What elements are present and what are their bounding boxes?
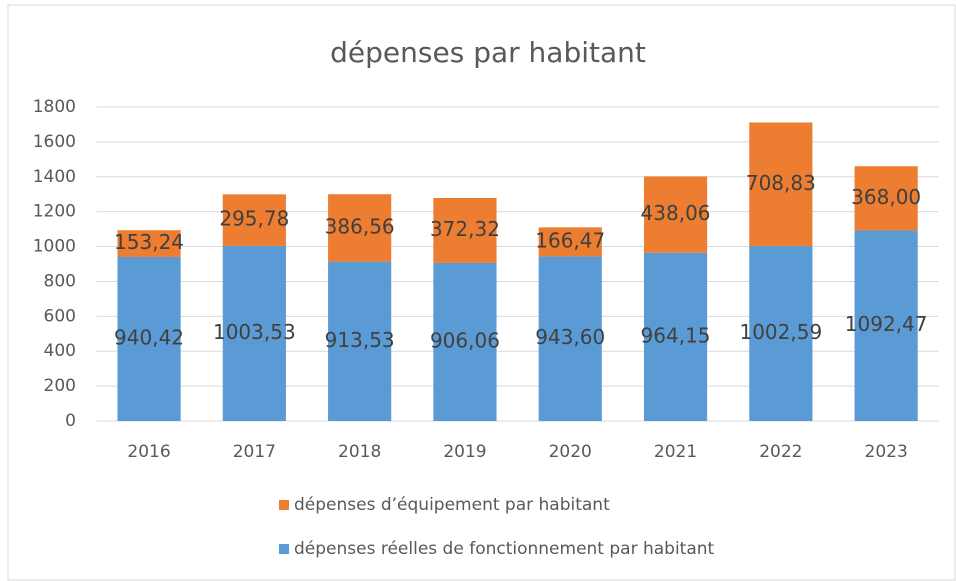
bar-segment [222, 245, 286, 421]
y-tick-label: 1800 [33, 97, 76, 117]
data-label: 708,83 [746, 171, 816, 195]
data-label: 368,00 [851, 185, 921, 209]
bar-segment [117, 230, 181, 257]
y-tick-label: 400 [44, 341, 76, 361]
y-tick-label: 0 [65, 411, 76, 431]
data-label: 438,06 [641, 201, 711, 225]
x-tick-label: 2017 [233, 442, 276, 462]
data-label: 166,47 [535, 228, 605, 252]
bar-segment [117, 256, 181, 421]
bar-segment [643, 176, 708, 253]
data-label: 940,42 [114, 325, 184, 349]
data-label: 295,78 [219, 207, 289, 231]
y-tick-label: 1400 [33, 167, 76, 187]
legend-label: dépenses réelles de fonctionnement par h… [294, 539, 715, 559]
bar-segment [749, 122, 813, 247]
bar-segment [222, 194, 286, 246]
bar-segment [433, 262, 497, 421]
data-label: 943,60 [535, 325, 605, 349]
y-tick-label: 800 [44, 271, 76, 291]
y-tick-label: 1600 [33, 132, 76, 152]
x-tick-label: 2023 [865, 442, 908, 462]
bar-segment [643, 252, 708, 421]
data-label: 386,56 [325, 214, 395, 238]
legend-label: dépenses d’équipement par habitant [294, 495, 610, 515]
bar-segment [433, 197, 497, 263]
legend-swatch [279, 500, 289, 510]
data-label: 913,53 [325, 328, 395, 352]
bar-segment [854, 230, 918, 421]
bar-segment [538, 256, 602, 421]
x-tick-label: 2022 [759, 442, 802, 462]
bar-segment [854, 166, 918, 231]
y-tick-label: 200 [44, 376, 76, 396]
x-tick-label: 2016 [127, 442, 170, 462]
data-label: 1002,59 [739, 320, 822, 344]
bar-segment [328, 261, 392, 421]
y-tick-label: 600 [44, 306, 76, 326]
data-label: 1092,47 [845, 312, 928, 336]
legend-swatch [279, 544, 289, 554]
y-tick-label: 1200 [33, 202, 76, 222]
y-tick-label: 1000 [33, 237, 76, 257]
data-label: 153,24 [114, 230, 184, 254]
bar-segment [328, 194, 392, 262]
data-label: 964,15 [641, 323, 711, 347]
data-label: 372,32 [430, 217, 500, 241]
chart-title: dépenses par habitant [330, 36, 646, 69]
x-tick-label: 2019 [443, 442, 486, 462]
data-label: 906,06 [430, 328, 500, 352]
x-tick-label: 2018 [338, 442, 381, 462]
x-tick-label: 2021 [654, 442, 697, 462]
bar-segment [538, 227, 602, 257]
x-tick-label: 2020 [549, 442, 592, 462]
data-label: 1003,53 [213, 320, 296, 344]
bar-segment [749, 246, 813, 421]
